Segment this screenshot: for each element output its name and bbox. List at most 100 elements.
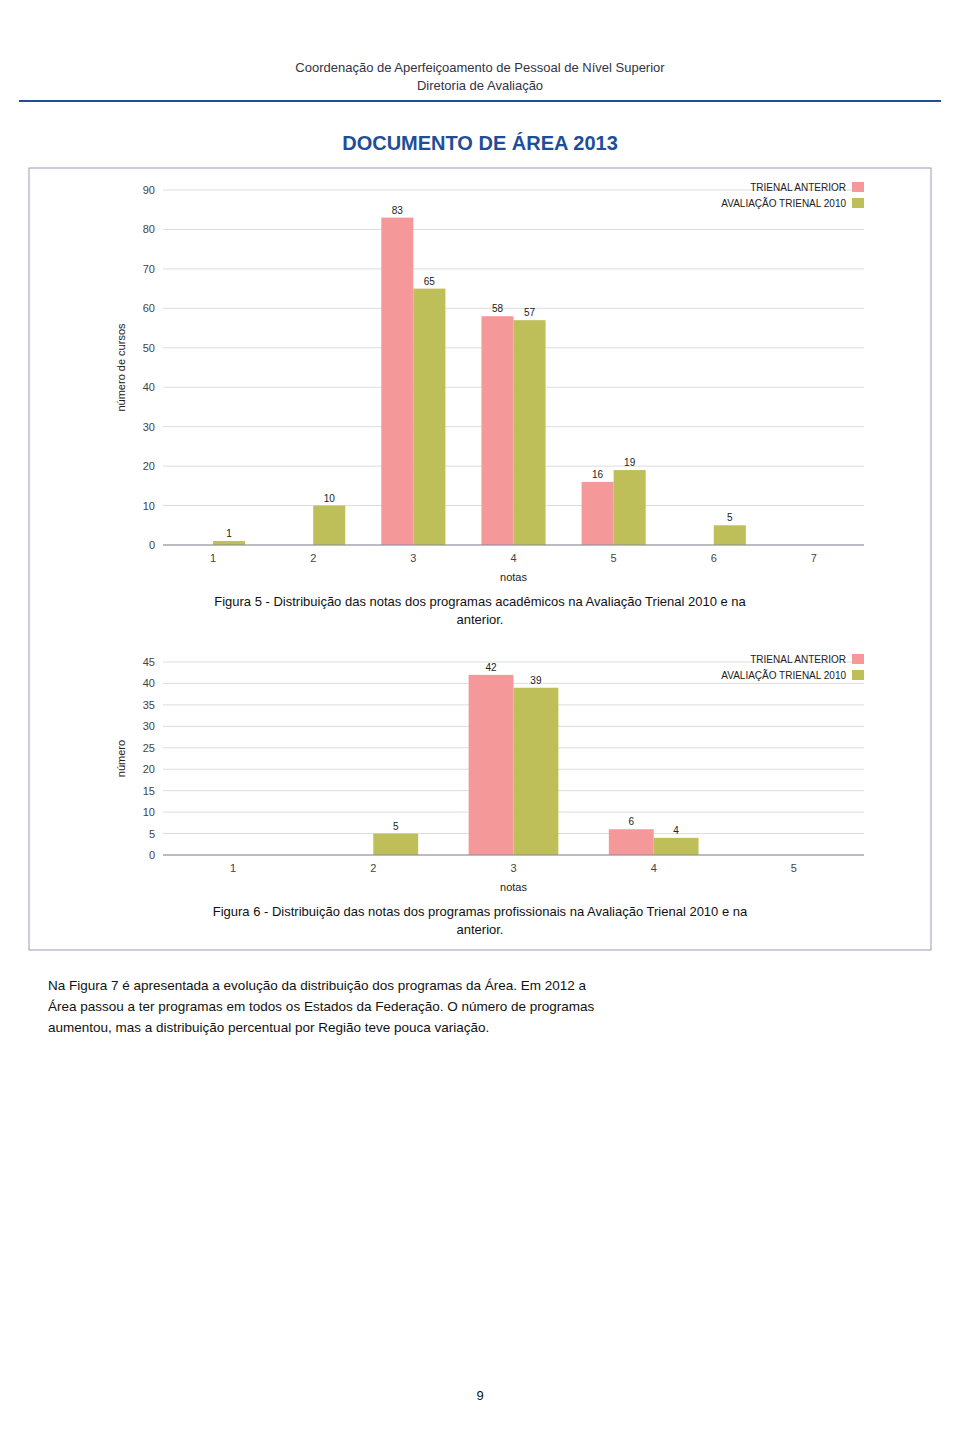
bar (481, 316, 513, 545)
figure-caption: anterior. (457, 612, 504, 627)
legend-swatch (852, 182, 864, 192)
legend-entry: AVALIAÇÃO TRIENAL 2010 (721, 197, 846, 209)
bar (381, 218, 413, 545)
data-label: 58 (492, 303, 504, 314)
x-tick-label: 2 (370, 862, 376, 874)
legend: TRIENAL ANTERIOR AVALIAÇÃO TRIENAL 2010 (721, 182, 864, 209)
grid-line (163, 545, 864, 546)
y-tick-label: 40 (143, 381, 155, 393)
bars (213, 218, 746, 545)
x-tick-label: 3 (410, 552, 416, 564)
bar (514, 320, 546, 545)
data-label: 5 (727, 512, 733, 523)
x-tick-label: 6 (711, 552, 717, 564)
legend-entry: TRIENAL ANTERIOR (750, 654, 846, 665)
bar (714, 525, 746, 545)
y-tick-label: 80 (143, 223, 155, 235)
bar (313, 506, 345, 545)
bars (373, 675, 698, 855)
chart: 051015202530354045426539412345notasnúmer… (115, 654, 864, 893)
page: Coordenação de Aperfeiçoamento de Pessoa… (0, 0, 960, 1439)
body-text: Na Figura 7 é apresentada a evolução da … (48, 978, 587, 993)
body-text: aumentou, mas a distribuição percentual … (48, 1020, 489, 1035)
x-tick-label: 7 (811, 552, 817, 564)
y-tick-label: 30 (143, 421, 155, 433)
background (0, 0, 960, 1439)
legend-swatch (852, 670, 864, 680)
y-tick-label: 35 (143, 699, 155, 711)
x-tick-label: 4 (510, 552, 516, 564)
y-tick-label: 10 (143, 806, 155, 818)
charts-border (29, 168, 931, 950)
x-axis-label: notas (500, 571, 527, 583)
data-label: 16 (592, 469, 604, 480)
grid-line (163, 855, 864, 856)
x-tick-label: 1 (210, 552, 216, 564)
data-label: 19 (624, 457, 636, 468)
y-axis-label: número (115, 740, 127, 777)
y-tick-label: 40 (143, 677, 155, 689)
bar (373, 834, 418, 855)
x-tick-label: 2 (310, 552, 316, 564)
page-number: 9 (476, 1388, 483, 1403)
header-line: Coordenação de Aperfeiçoamento de Pessoa… (295, 60, 665, 75)
page-title: DOCUMENTO DE ÁREA 2013 (342, 132, 618, 154)
data-label: 10 (324, 493, 336, 504)
data-label: 39 (530, 675, 542, 686)
header-line: Diretoria de Avaliação (417, 78, 543, 93)
y-tick-label: 25 (143, 742, 155, 754)
y-tick-label: 0 (149, 539, 155, 551)
bar (213, 541, 245, 545)
bar (582, 482, 614, 545)
y-tick-label: 45 (143, 656, 155, 668)
legend: TRIENAL ANTERIOR AVALIAÇÃO TRIENAL 2010 (721, 654, 864, 681)
y-tick-label: 50 (143, 342, 155, 354)
y-tick-label: 90 (143, 184, 155, 196)
y-tick-label: 60 (143, 302, 155, 314)
value-labels: 42 6 5 39 4 (393, 662, 679, 836)
y-tick-label: 70 (143, 263, 155, 275)
data-label: 83 (392, 205, 404, 216)
bar (614, 470, 646, 545)
chart: 0102030405060708090835816110655719512345… (115, 182, 864, 583)
grid-line (163, 268, 864, 269)
grid-line (163, 308, 864, 309)
y-tick-label: 20 (143, 763, 155, 775)
data-label: 65 (424, 276, 436, 287)
legend-swatch (852, 198, 864, 208)
x-tick-label: 3 (510, 862, 516, 874)
y-tick-label: 30 (143, 720, 155, 732)
x-tick-label: 1 (230, 862, 236, 874)
grid-line (163, 229, 864, 230)
x-tick-label: 4 (651, 862, 657, 874)
x-axis-line (163, 545, 864, 546)
data-label: 42 (486, 662, 498, 673)
legend-swatch (852, 654, 864, 664)
y-axis-label: número de cursos (115, 323, 127, 412)
data-label: 5 (393, 821, 399, 832)
figure-caption: anterior. (457, 922, 504, 937)
data-label: 1 (226, 528, 232, 539)
value-labels: 8358161106557195 (226, 205, 733, 539)
x-axis-label: notas (500, 881, 527, 893)
data-label: 4 (673, 825, 679, 836)
y-tick-label: 0 (149, 849, 155, 861)
bar (609, 829, 654, 855)
data-label: 6 (628, 816, 634, 827)
legend-entry: AVALIAÇÃO TRIENAL 2010 (721, 669, 846, 681)
bar (413, 289, 445, 545)
body-text: Área passou a ter programas em todos os … (48, 999, 595, 1014)
bar (654, 838, 699, 855)
figure-caption: Figura 6 - Distribuição das notas dos pr… (213, 904, 748, 919)
bar (514, 688, 559, 855)
legend-entry: TRIENAL ANTERIOR (750, 182, 846, 193)
y-tick-label: 15 (143, 785, 155, 797)
bar (469, 675, 514, 855)
x-tick-label: 5 (791, 862, 797, 874)
y-tick-label: 20 (143, 460, 155, 472)
y-tick-label: 5 (149, 828, 155, 840)
x-tick-label: 5 (611, 552, 617, 564)
y-tick-label: 10 (143, 500, 155, 512)
figure-caption: Figura 5 - Distribuição das notas dos pr… (214, 594, 746, 609)
x-axis-line (163, 855, 864, 856)
